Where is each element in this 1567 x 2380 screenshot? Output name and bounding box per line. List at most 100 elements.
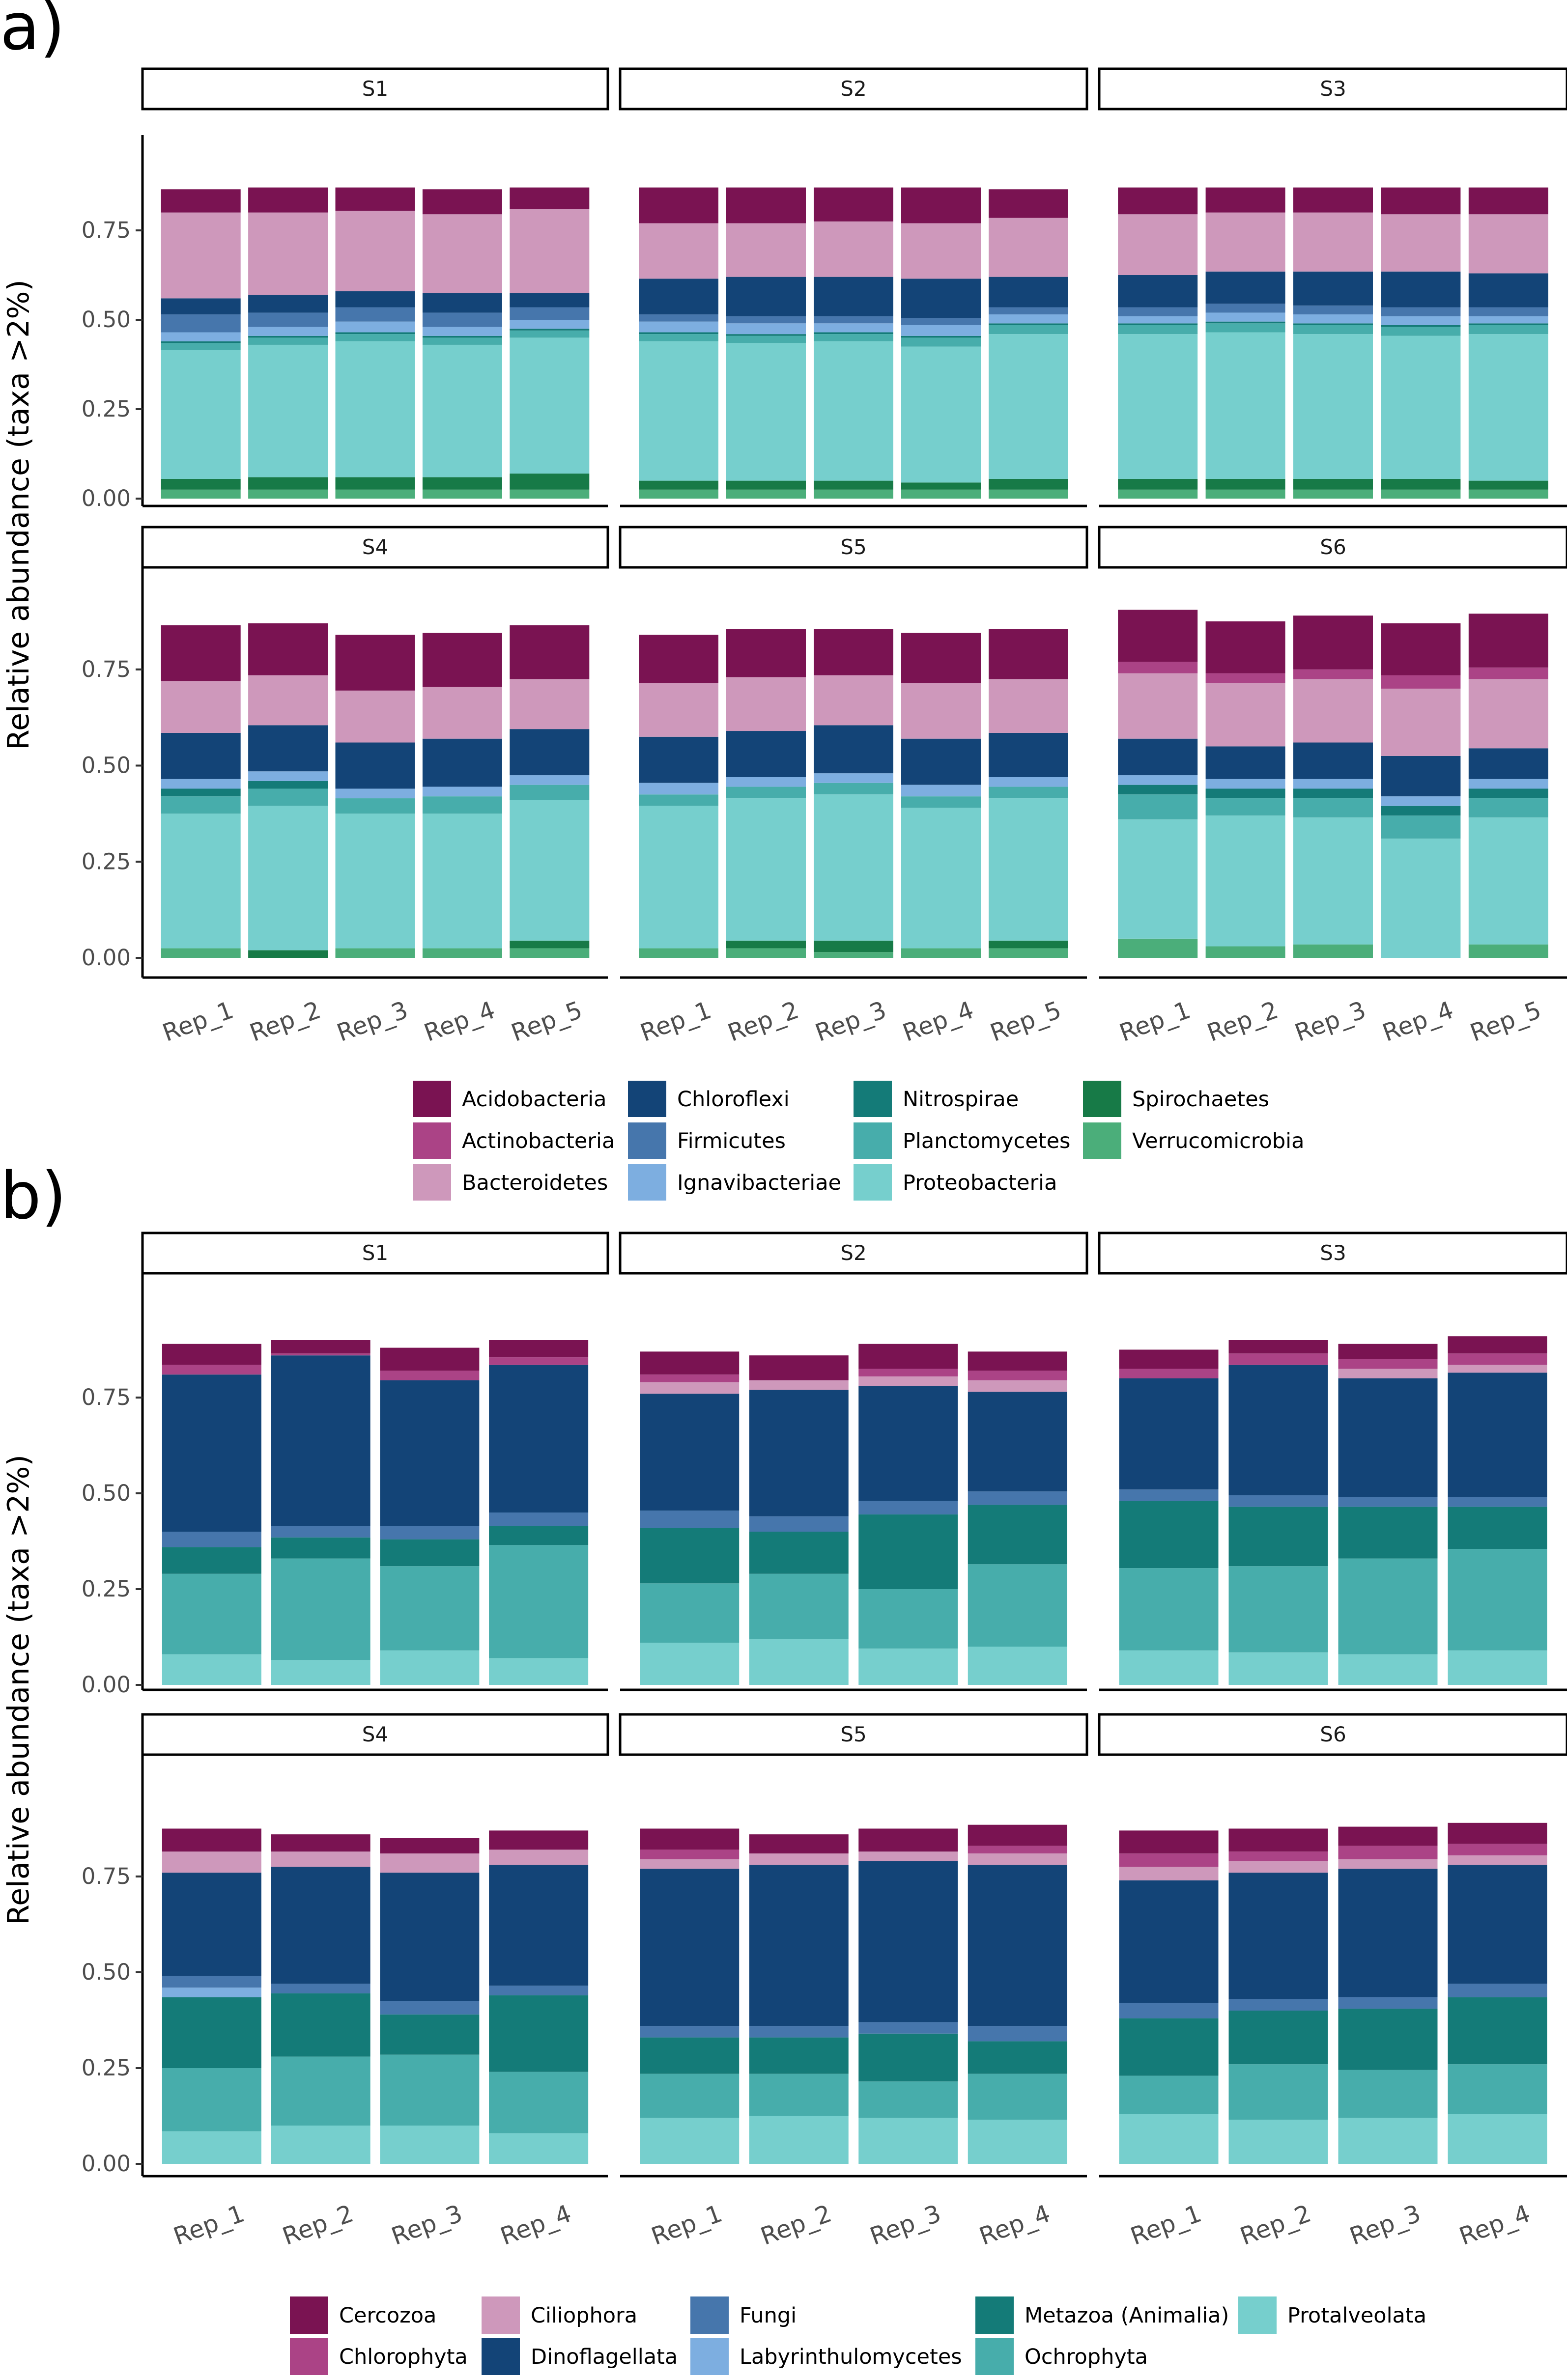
a-facet-s2: S2	[619, 67, 1088, 507]
bar-segment	[380, 2014, 480, 2055]
bar-segment	[422, 489, 502, 499]
bar-segment	[1338, 1654, 1438, 1685]
legend-label: Ignavibacteriae	[677, 1171, 841, 1195]
bar-segment	[901, 633, 981, 683]
legend-item: Proteobacteria	[854, 1164, 1057, 1201]
legend-item: Ochrophyta	[975, 2338, 1148, 2375]
bar-segment	[1228, 1495, 1328, 1507]
bar-segment	[1228, 1652, 1328, 1685]
bar-segment	[1381, 478, 1461, 490]
legend-label: Planctomycetes	[903, 1129, 1070, 1153]
bar-segment	[422, 477, 502, 490]
legend-item: Metazoa (Animalia)	[975, 2296, 1229, 2334]
bar-segment	[1118, 662, 1198, 673]
bar-segment	[858, 1376, 958, 1386]
facet-strip	[619, 67, 1088, 111]
bar-segment	[162, 1532, 261, 1547]
bar-segment	[989, 786, 1068, 799]
facet-strip	[619, 1232, 1088, 1275]
bar-segment	[510, 320, 590, 329]
bar-segment	[1381, 316, 1461, 325]
bar-segment	[640, 1374, 740, 1382]
bar-segment	[1118, 214, 1198, 275]
bar-segment	[335, 788, 415, 799]
bar-segment	[1338, 2009, 1438, 2070]
bar-segment	[1448, 1336, 1547, 1354]
bar-segment	[989, 948, 1068, 958]
bar-segment	[1448, 1855, 1547, 1865]
legend-item: Firmicutes	[628, 1122, 786, 1159]
b-facet-s3: S3	[1098, 1232, 1567, 1691]
bar-segment	[1448, 1365, 1547, 1373]
bar-segment	[1468, 214, 1548, 274]
bar-segment	[726, 187, 806, 224]
bar-segment	[1338, 1497, 1438, 1507]
bar-segment	[1118, 334, 1198, 479]
bar-segment	[271, 1851, 370, 1867]
bar-segment	[968, 1380, 1067, 1392]
bar-segment	[510, 330, 590, 338]
bar-segment	[1338, 1859, 1438, 1869]
bar-segment	[858, 1861, 958, 2022]
bar-segment	[1293, 489, 1373, 499]
legend-swatch	[975, 2296, 1014, 2334]
bar-segment	[726, 940, 806, 949]
bar-segment	[1448, 2114, 1547, 2164]
bar-segment	[901, 346, 981, 483]
legend-swatch	[1238, 2296, 1277, 2334]
bar-segment	[248, 344, 328, 477]
bar-segment	[640, 1394, 740, 1511]
bar-segment	[749, 1516, 849, 1532]
bar-segment	[901, 683, 981, 739]
facet-strip	[1098, 526, 1567, 569]
bar-segment	[1448, 1844, 1547, 1856]
bar-segment	[858, 2033, 958, 2082]
bar-segment	[162, 1654, 261, 1685]
bar-segment	[814, 480, 893, 490]
bar-segment	[1118, 738, 1198, 776]
facet-strip-label: S4	[362, 1722, 388, 1746]
bar-segment	[271, 1340, 370, 1354]
bar-segment	[1205, 779, 1285, 789]
bar-segment	[989, 732, 1068, 777]
bar-segment	[1293, 742, 1373, 779]
facet-strip	[141, 1713, 609, 1756]
bar-segment	[989, 679, 1068, 733]
bar-segment	[1381, 271, 1461, 308]
bar-segment	[968, 1846, 1067, 1854]
bar-segment	[161, 332, 241, 341]
bar-segment	[1119, 1489, 1219, 1501]
bar-segment	[749, 1853, 849, 1865]
bar-segment	[1293, 478, 1373, 490]
bar-segment	[1381, 675, 1461, 689]
bar-segment	[489, 1357, 589, 1365]
bar-segment	[510, 948, 590, 958]
bar-segment	[510, 307, 590, 320]
bar-segment	[639, 683, 718, 737]
y-tick-label: 0.00	[82, 945, 131, 971]
bar-segment	[858, 1514, 958, 1589]
bar-segment	[1228, 1340, 1328, 1354]
legend-label: Chloroflexi	[677, 1087, 790, 1112]
bar-segment	[161, 681, 241, 733]
bar-segment	[814, 332, 893, 335]
bar-segment	[814, 323, 893, 333]
legend-swatch	[1083, 1122, 1121, 1159]
bar-segment	[1293, 323, 1373, 325]
bar-segment	[161, 948, 241, 958]
bar-segment	[1448, 2064, 1547, 2114]
bar-segment	[162, 2131, 261, 2164]
bar-segment	[489, 1986, 589, 1995]
bar-segment	[380, 2054, 480, 2126]
bar-segment	[510, 679, 590, 729]
bar-segment	[422, 337, 502, 345]
bar-segment	[1293, 798, 1373, 818]
facet-strip	[1098, 67, 1567, 111]
bar-segment	[640, 1869, 740, 2026]
facet-strip	[1098, 1232, 1567, 1275]
legend-item: Verrucomicrobia	[1083, 1122, 1304, 1159]
bar-segment	[726, 334, 806, 336]
bar-segment	[335, 690, 415, 743]
legend-item: Chloroflexi	[628, 1081, 790, 1117]
legend-swatch	[628, 1164, 666, 1201]
